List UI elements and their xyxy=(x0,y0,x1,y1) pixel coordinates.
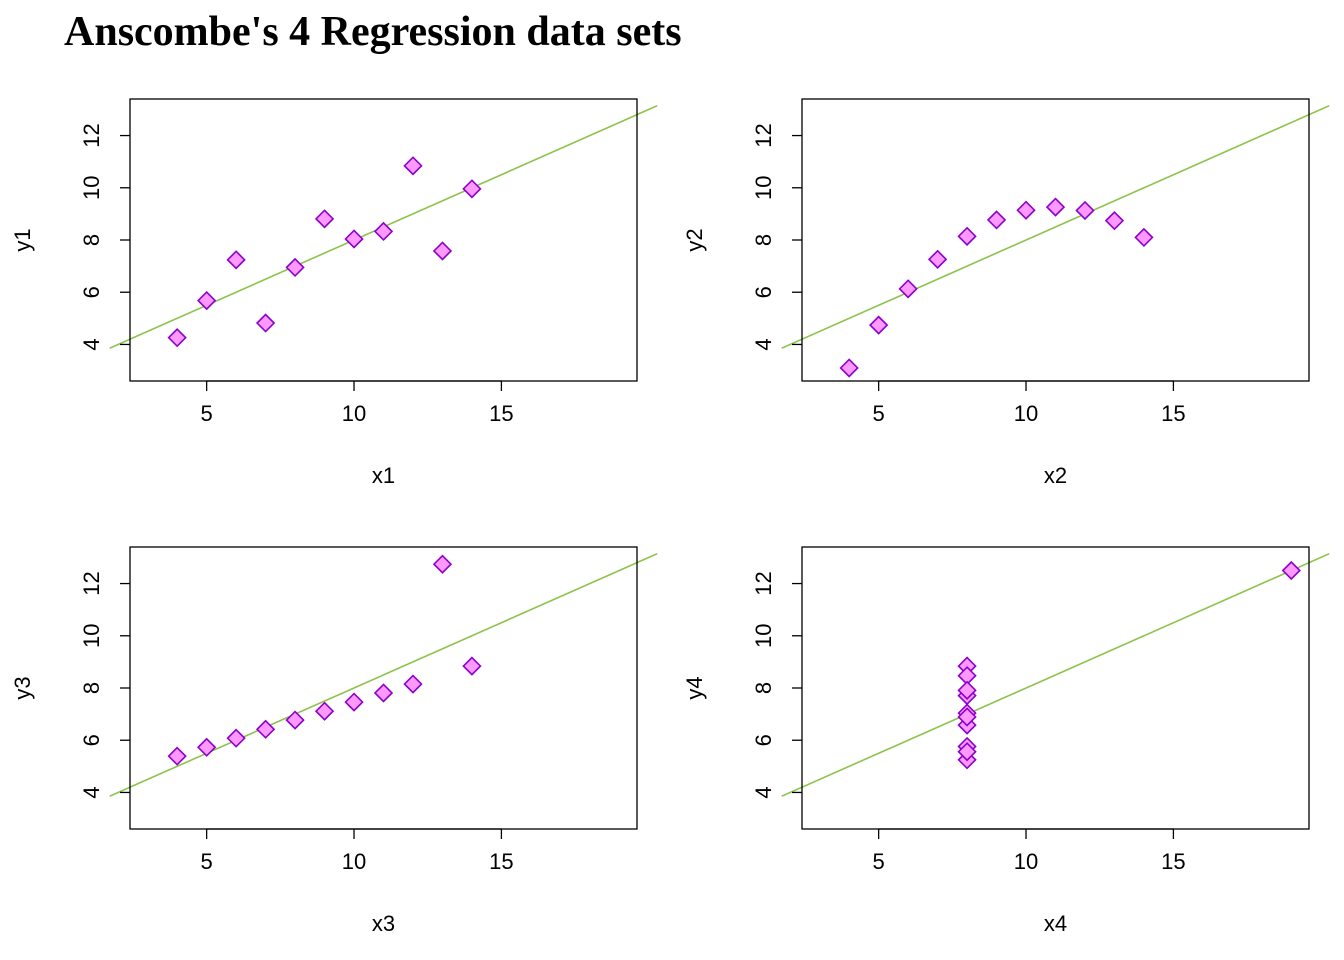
x-tick-label: 15 xyxy=(1161,401,1185,426)
data-point-1 xyxy=(314,209,335,229)
plot-frame-4 xyxy=(801,546,1310,830)
x-tick-label: 10 xyxy=(1014,849,1038,874)
y-tick-label: 10 xyxy=(79,624,104,648)
data-point-1 xyxy=(432,241,453,261)
data-point-4 xyxy=(957,707,977,727)
x-axis-label: x3 xyxy=(372,911,395,936)
data-point-2 xyxy=(898,279,918,299)
scatter-panel-3: 5 10 15 4 6 8 10 12 x3 y3 xyxy=(10,546,658,936)
scatter-panel-1: 5 10 15 4 6 8 10 12 x1 y1 xyxy=(10,98,658,488)
x-tick-label: 5 xyxy=(201,401,213,426)
regression-line-2 xyxy=(781,104,1330,349)
y-tick-label: 6 xyxy=(751,286,776,298)
data-point-2 xyxy=(957,226,977,246)
y-axis-label: y1 xyxy=(10,228,35,251)
x-tick-label: 5 xyxy=(873,401,885,426)
y-tick-label: 4 xyxy=(751,786,776,798)
y-tick-label: 4 xyxy=(79,338,104,350)
x-tick-label: 15 xyxy=(489,401,513,426)
y-tick-label: 8 xyxy=(79,234,104,246)
y-tick-label: 12 xyxy=(751,571,776,595)
data-point-2 xyxy=(927,249,948,269)
y-tick-label: 6 xyxy=(79,734,104,746)
chart-title: Anscombe's 4 Regression data sets xyxy=(64,9,682,55)
x-axis-label: x4 xyxy=(1044,911,1067,936)
data-point-1 xyxy=(462,179,482,199)
y-tick-label: 8 xyxy=(79,682,104,694)
data-point-3 xyxy=(167,746,187,766)
data-point-3 xyxy=(197,737,217,757)
data-point-1 xyxy=(226,250,246,270)
x-tick-label: 15 xyxy=(1161,849,1185,874)
x-tick-label: 10 xyxy=(342,401,366,426)
y-tick-label: 10 xyxy=(751,176,776,200)
data-point-1 xyxy=(255,313,276,333)
y-axis-label: y3 xyxy=(10,676,35,699)
data-point-1 xyxy=(344,229,364,249)
data-point-2 xyxy=(1075,200,1095,221)
y-tick-label: 6 xyxy=(79,286,104,298)
x-axis-label: x2 xyxy=(1044,463,1067,488)
y-tick-label: 12 xyxy=(79,571,104,595)
data-point-1 xyxy=(403,156,423,176)
y-axis-label: y4 xyxy=(682,676,707,699)
x-tick-label: 5 xyxy=(873,849,885,874)
data-point-2 xyxy=(1016,200,1036,220)
data-point-2 xyxy=(869,315,889,335)
data-point-2 xyxy=(839,358,859,378)
y-axis-label: y2 xyxy=(682,228,707,251)
x-axis-label: x1 xyxy=(372,463,395,488)
y-tick-label: 4 xyxy=(79,786,104,798)
data-point-3 xyxy=(226,728,246,748)
x-tick-label: 10 xyxy=(342,849,366,874)
data-point-3 xyxy=(344,692,364,712)
y-tick-label: 6 xyxy=(751,734,776,746)
data-point-3 xyxy=(285,710,305,730)
data-point-1 xyxy=(197,290,217,311)
data-point-3 xyxy=(314,701,335,721)
x-tick-label: 10 xyxy=(1014,401,1038,426)
y-tick-label: 4 xyxy=(751,338,776,350)
data-point-3 xyxy=(403,674,423,694)
y-tick-label: 12 xyxy=(79,123,104,147)
y-tick-label: 12 xyxy=(751,123,776,147)
scatter-panel-2: 5 10 15 4 6 8 10 12 x2 y2 xyxy=(682,98,1330,488)
x-tick-label: 5 xyxy=(201,849,213,874)
y-tick-label: 10 xyxy=(79,176,104,200)
y-tick-label: 10 xyxy=(751,624,776,648)
data-point-2 xyxy=(1104,211,1125,231)
regression-line-4 xyxy=(781,552,1330,797)
scatter-panel-4: 5 10 15 4 6 8 10 12 x4 y4 xyxy=(682,546,1330,936)
data-point-1 xyxy=(373,221,394,242)
data-point-4 xyxy=(957,742,977,762)
data-point-2 xyxy=(1045,197,1066,217)
data-point-1 xyxy=(285,257,305,278)
data-point-3 xyxy=(373,683,394,703)
y-tick-label: 8 xyxy=(751,682,776,694)
data-point-3 xyxy=(462,656,482,676)
regression-line-3 xyxy=(109,552,658,797)
data-point-4 xyxy=(1281,560,1301,581)
data-point-3 xyxy=(255,719,276,739)
x-tick-label: 15 xyxy=(489,849,513,874)
data-point-3 xyxy=(432,554,453,574)
plot-frame-2 xyxy=(801,98,1310,382)
data-point-2 xyxy=(986,210,1007,230)
y-tick-label: 8 xyxy=(751,234,776,246)
data-point-4 xyxy=(957,680,977,700)
data-point-2 xyxy=(1134,227,1154,248)
data-point-1 xyxy=(167,328,187,348)
